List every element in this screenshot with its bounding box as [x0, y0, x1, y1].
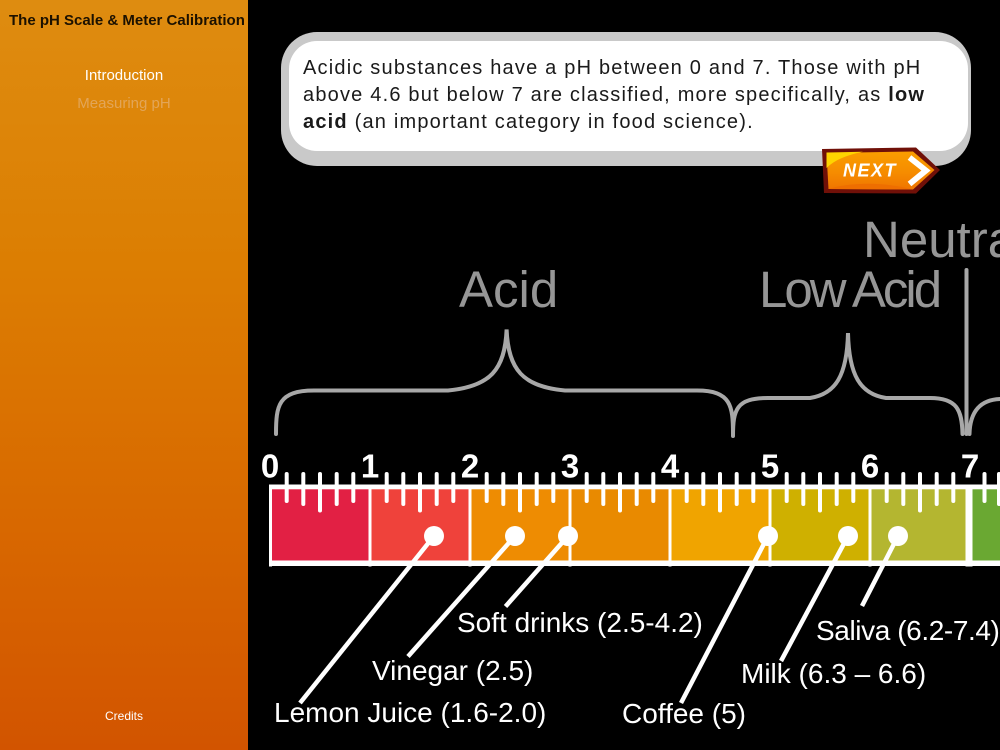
svg-text:2: 2	[461, 448, 479, 485]
svg-text:1: 1	[361, 448, 379, 485]
svg-text:NEXT: NEXT	[843, 161, 898, 181]
svg-text:7: 7	[961, 448, 979, 485]
svg-text:0: 0	[261, 448, 279, 485]
svg-text:5: 5	[761, 448, 779, 485]
svg-text:4: 4	[661, 448, 680, 485]
svg-text:6: 6	[861, 448, 879, 485]
svg-text:3: 3	[561, 448, 579, 485]
